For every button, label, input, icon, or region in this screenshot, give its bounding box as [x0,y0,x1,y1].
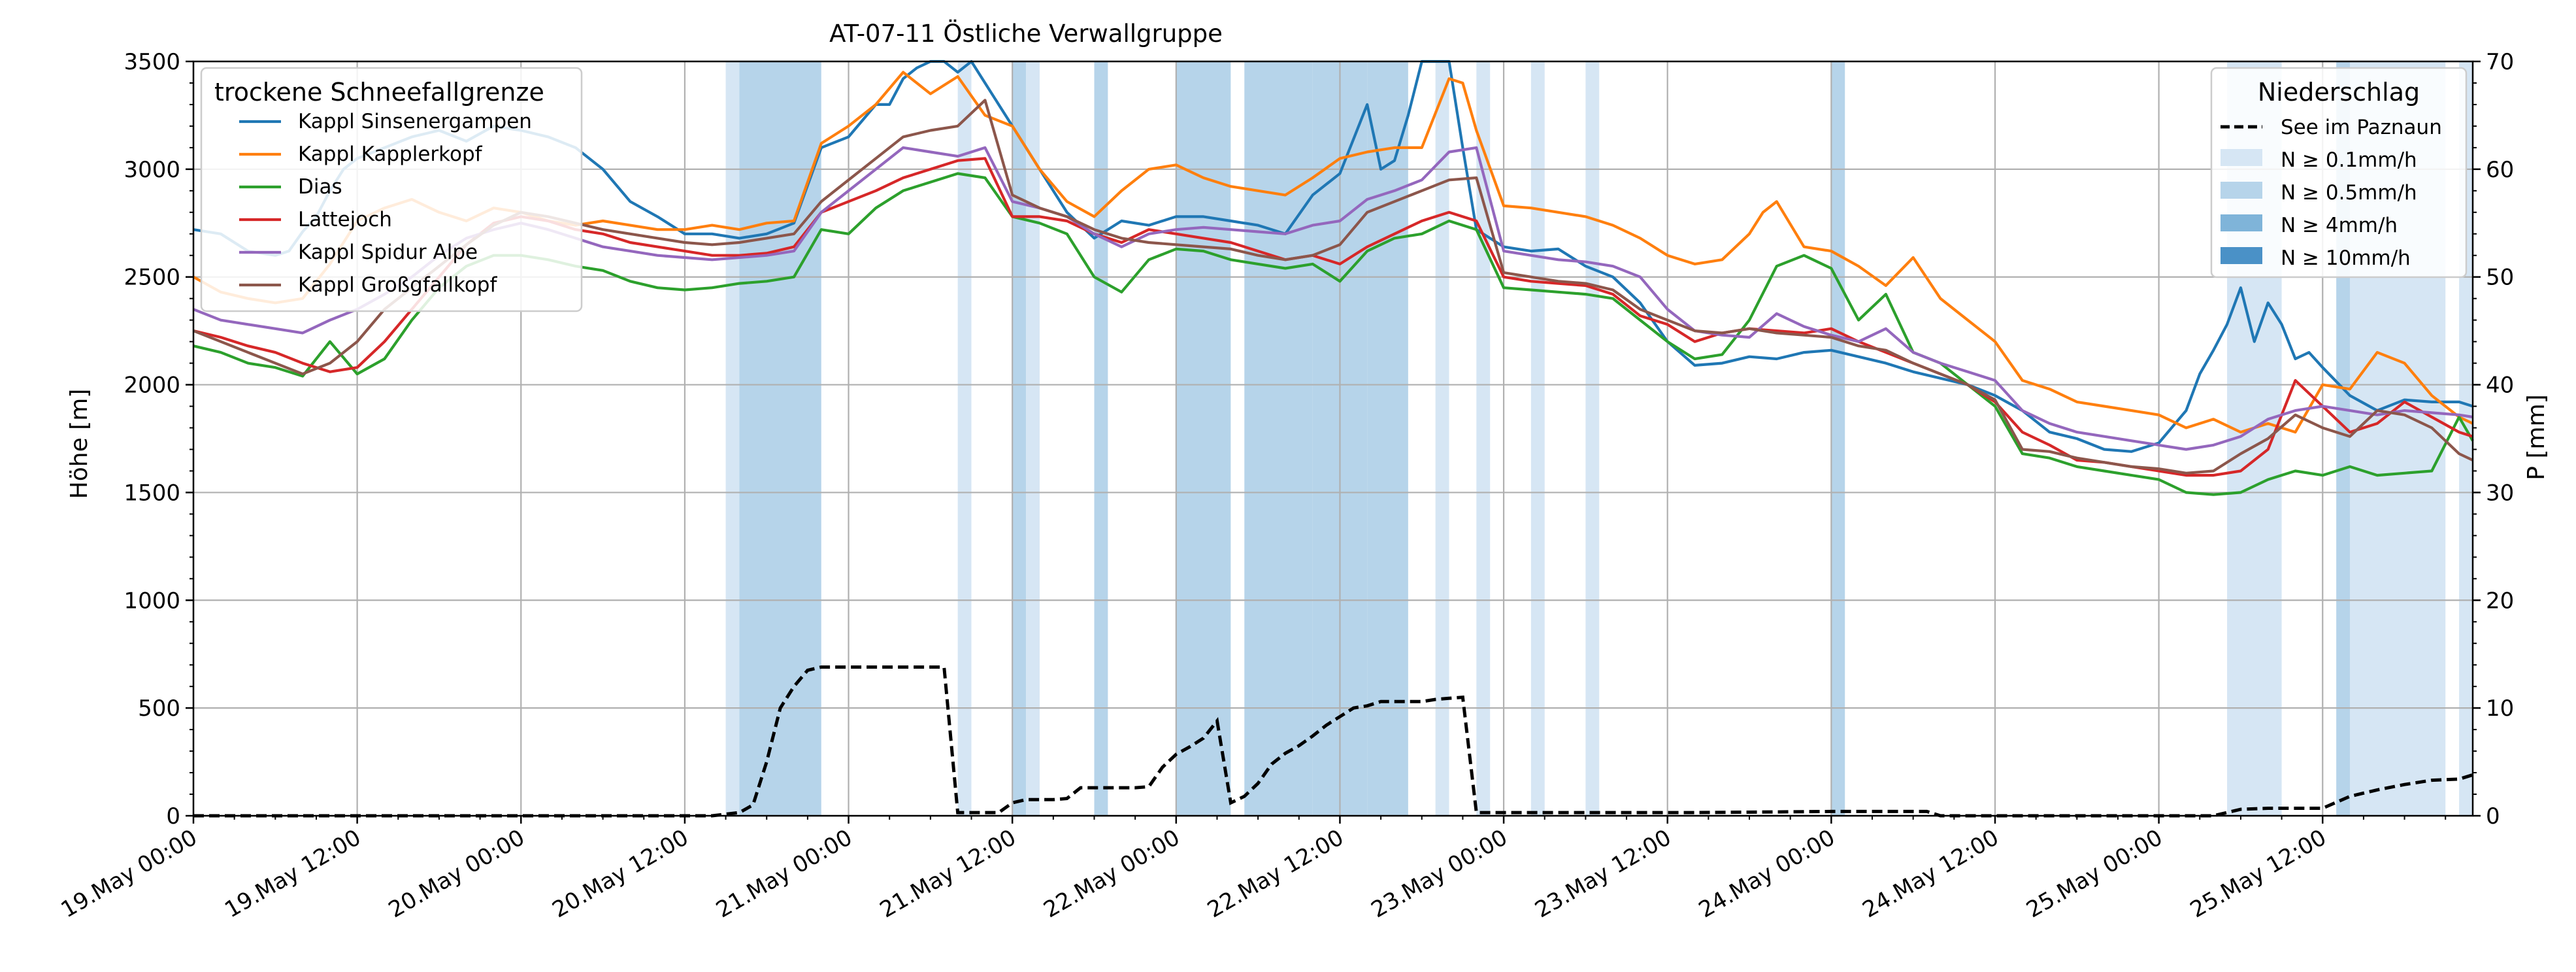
y-tick-label-right: 40 [2486,373,2514,399]
series-legend: trockene Schneefallgrenze Kappl Sinsener… [200,67,583,312]
precip-class-swatch [2221,214,2262,231]
precip-legend: Niederschlag See im Paznaun N ≥ 0.1mm/h N … [2210,67,2468,278]
legend-label: Lattejoch [298,208,392,231]
y-tick-label-right: 30 [2486,480,2514,506]
y-tick-label-right: 60 [2486,157,2514,183]
precip-legend-title: Niederschlag [2258,78,2420,107]
series-line [192,71,2473,434]
precip-band [1585,61,1600,816]
precip-band [1244,61,1313,816]
precip-legend-items: See im Paznaun N ≥ 0.1mm/h N ≥ 0.5mm/h N ≥ … [2221,116,2442,270]
precip-band [1026,61,1040,816]
precip-class-swatch [2221,182,2262,199]
y-tick-label-right: 0 [2486,803,2500,830]
y-tick-label-right: 20 [2486,588,2514,614]
chart-title: AT-07-11 Östliche Verwallgruppe [829,20,1223,48]
y-tick-label-left: 2000 [124,373,180,399]
precip-class-label: N ≥ 4mm/h [2281,214,2398,237]
y-tick-label-left: 1500 [124,480,180,506]
precip-band [1012,61,1027,816]
legend-label: Kappl Spidur Alpe [298,241,478,264]
legend-label: Dias [298,175,342,199]
legend-title: trockene Schneefallgrenze [214,78,544,107]
legend-label: Kappl Kapplerkopf [298,142,483,166]
precip-band [957,61,972,816]
y-axis-left: 0 500 1000 1500 2000 2500 3000 3500 [124,49,193,830]
precip-class-label: N ≥ 0.1mm/h [2281,148,2417,172]
precip-band [1435,61,1449,816]
precip-class-swatch [2221,247,2262,264]
precip-bands [725,61,2473,816]
y-tick-label-left: 1000 [124,588,180,614]
y-tick-label-left: 3500 [124,49,180,75]
y-tick-label-right: 10 [2486,695,2514,722]
legend-items: Kappl Sinsenergampen Kappl Kapplerkopf Dia… [239,110,532,297]
precip-class-swatch [2221,149,2262,166]
precip-band [1176,61,1231,816]
precip-band [1094,61,1108,816]
y-tick-label-left: 0 [166,803,180,830]
y-tick-label-left: 500 [138,695,180,722]
y-tick-label-left: 3000 [124,157,180,183]
precip-legend-box [2210,67,2468,278]
precip-class-label: N ≥ 0.5mm/h [2281,181,2417,205]
precip-legend-label: See im Paznaun [2281,116,2442,139]
precip-band [725,61,740,816]
legend-label: Kappl Sinsenergampen [298,110,532,133]
y-tick-label-left: 2500 [124,265,180,291]
y-axis-label-right: P [mm] [2523,394,2550,480]
precip-class-label: N ≥ 10mm/h [2281,246,2411,270]
y-axis-right: 0 10 20 30 40 50 60 70 [2473,49,2514,830]
y-tick-label-right: 70 [2486,49,2514,75]
legend-label: Kappl Großgfallkopf [298,273,497,297]
precip-band [1530,61,1545,816]
legend-box [200,67,583,312]
plot-frame [192,60,2474,817]
y-tick-label-right: 50 [2486,265,2514,291]
y-axis-label: Höhe [m] [66,389,93,499]
precip-band [1831,61,1845,816]
